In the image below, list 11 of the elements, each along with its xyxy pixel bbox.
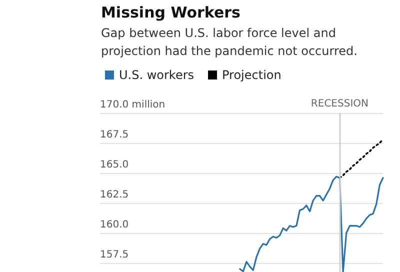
y-tick-label: 157.5 — [100, 250, 129, 260]
legend-label: Projection — [222, 68, 282, 82]
y-tick-label: 165.0 — [100, 160, 129, 170]
text: RECESSION — [310, 98, 369, 110]
chart-subtitle: Gap between U.S. labor force level and projection had the pandemic not occurred. — [101, 26, 358, 58]
y-tick-label: 162.5 — [100, 190, 129, 200]
y-tick-label: 160.0 — [100, 220, 129, 230]
chart-title: Missing Workers — [101, 4, 241, 22]
y-tick-label: 167.5 — [100, 130, 129, 140]
legend-label: U.S. workers — [119, 68, 194, 82]
y-tick-label: 170.0 million — [100, 100, 166, 110]
